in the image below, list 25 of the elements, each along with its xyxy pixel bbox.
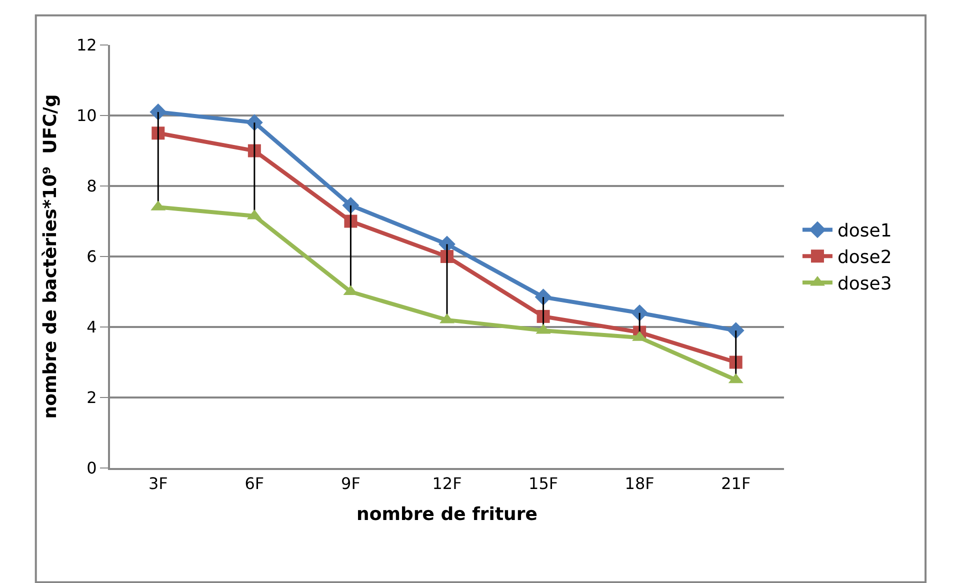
point [246, 114, 263, 131]
y-axis-title: nombre de bactèries*10⁹ UFC/g [40, 94, 62, 419]
point [150, 104, 167, 120]
point [342, 196, 360, 214]
point [631, 304, 648, 322]
y-tick-label: 0 [86, 458, 97, 478]
x-tick-label: 21F [721, 474, 751, 494]
y-tick-label: 4 [86, 318, 97, 337]
y-tick-label: 8 [86, 176, 97, 196]
x-axis-title: nombre de friture [356, 504, 538, 525]
x-tick-label: 6F [244, 474, 264, 494]
legend-label: dose3 [837, 274, 892, 295]
y-tick-label: 6 [86, 247, 97, 266]
y-tick-label: 12 [76, 36, 97, 55]
legend-label: dose1 [837, 220, 892, 242]
y-tick-label: 10 [76, 106, 97, 126]
point [534, 288, 552, 306]
point [727, 322, 744, 339]
x-tick-label: 15F [528, 474, 558, 494]
legend-label: dose2 [837, 247, 892, 268]
y-tick-label: 2 [86, 388, 97, 408]
x-tick-label: 18F [624, 474, 654, 494]
x-tick-label: 12F [432, 474, 462, 494]
x-tick-label: 9F [341, 474, 360, 494]
x-tick-label: 3F [148, 474, 168, 494]
